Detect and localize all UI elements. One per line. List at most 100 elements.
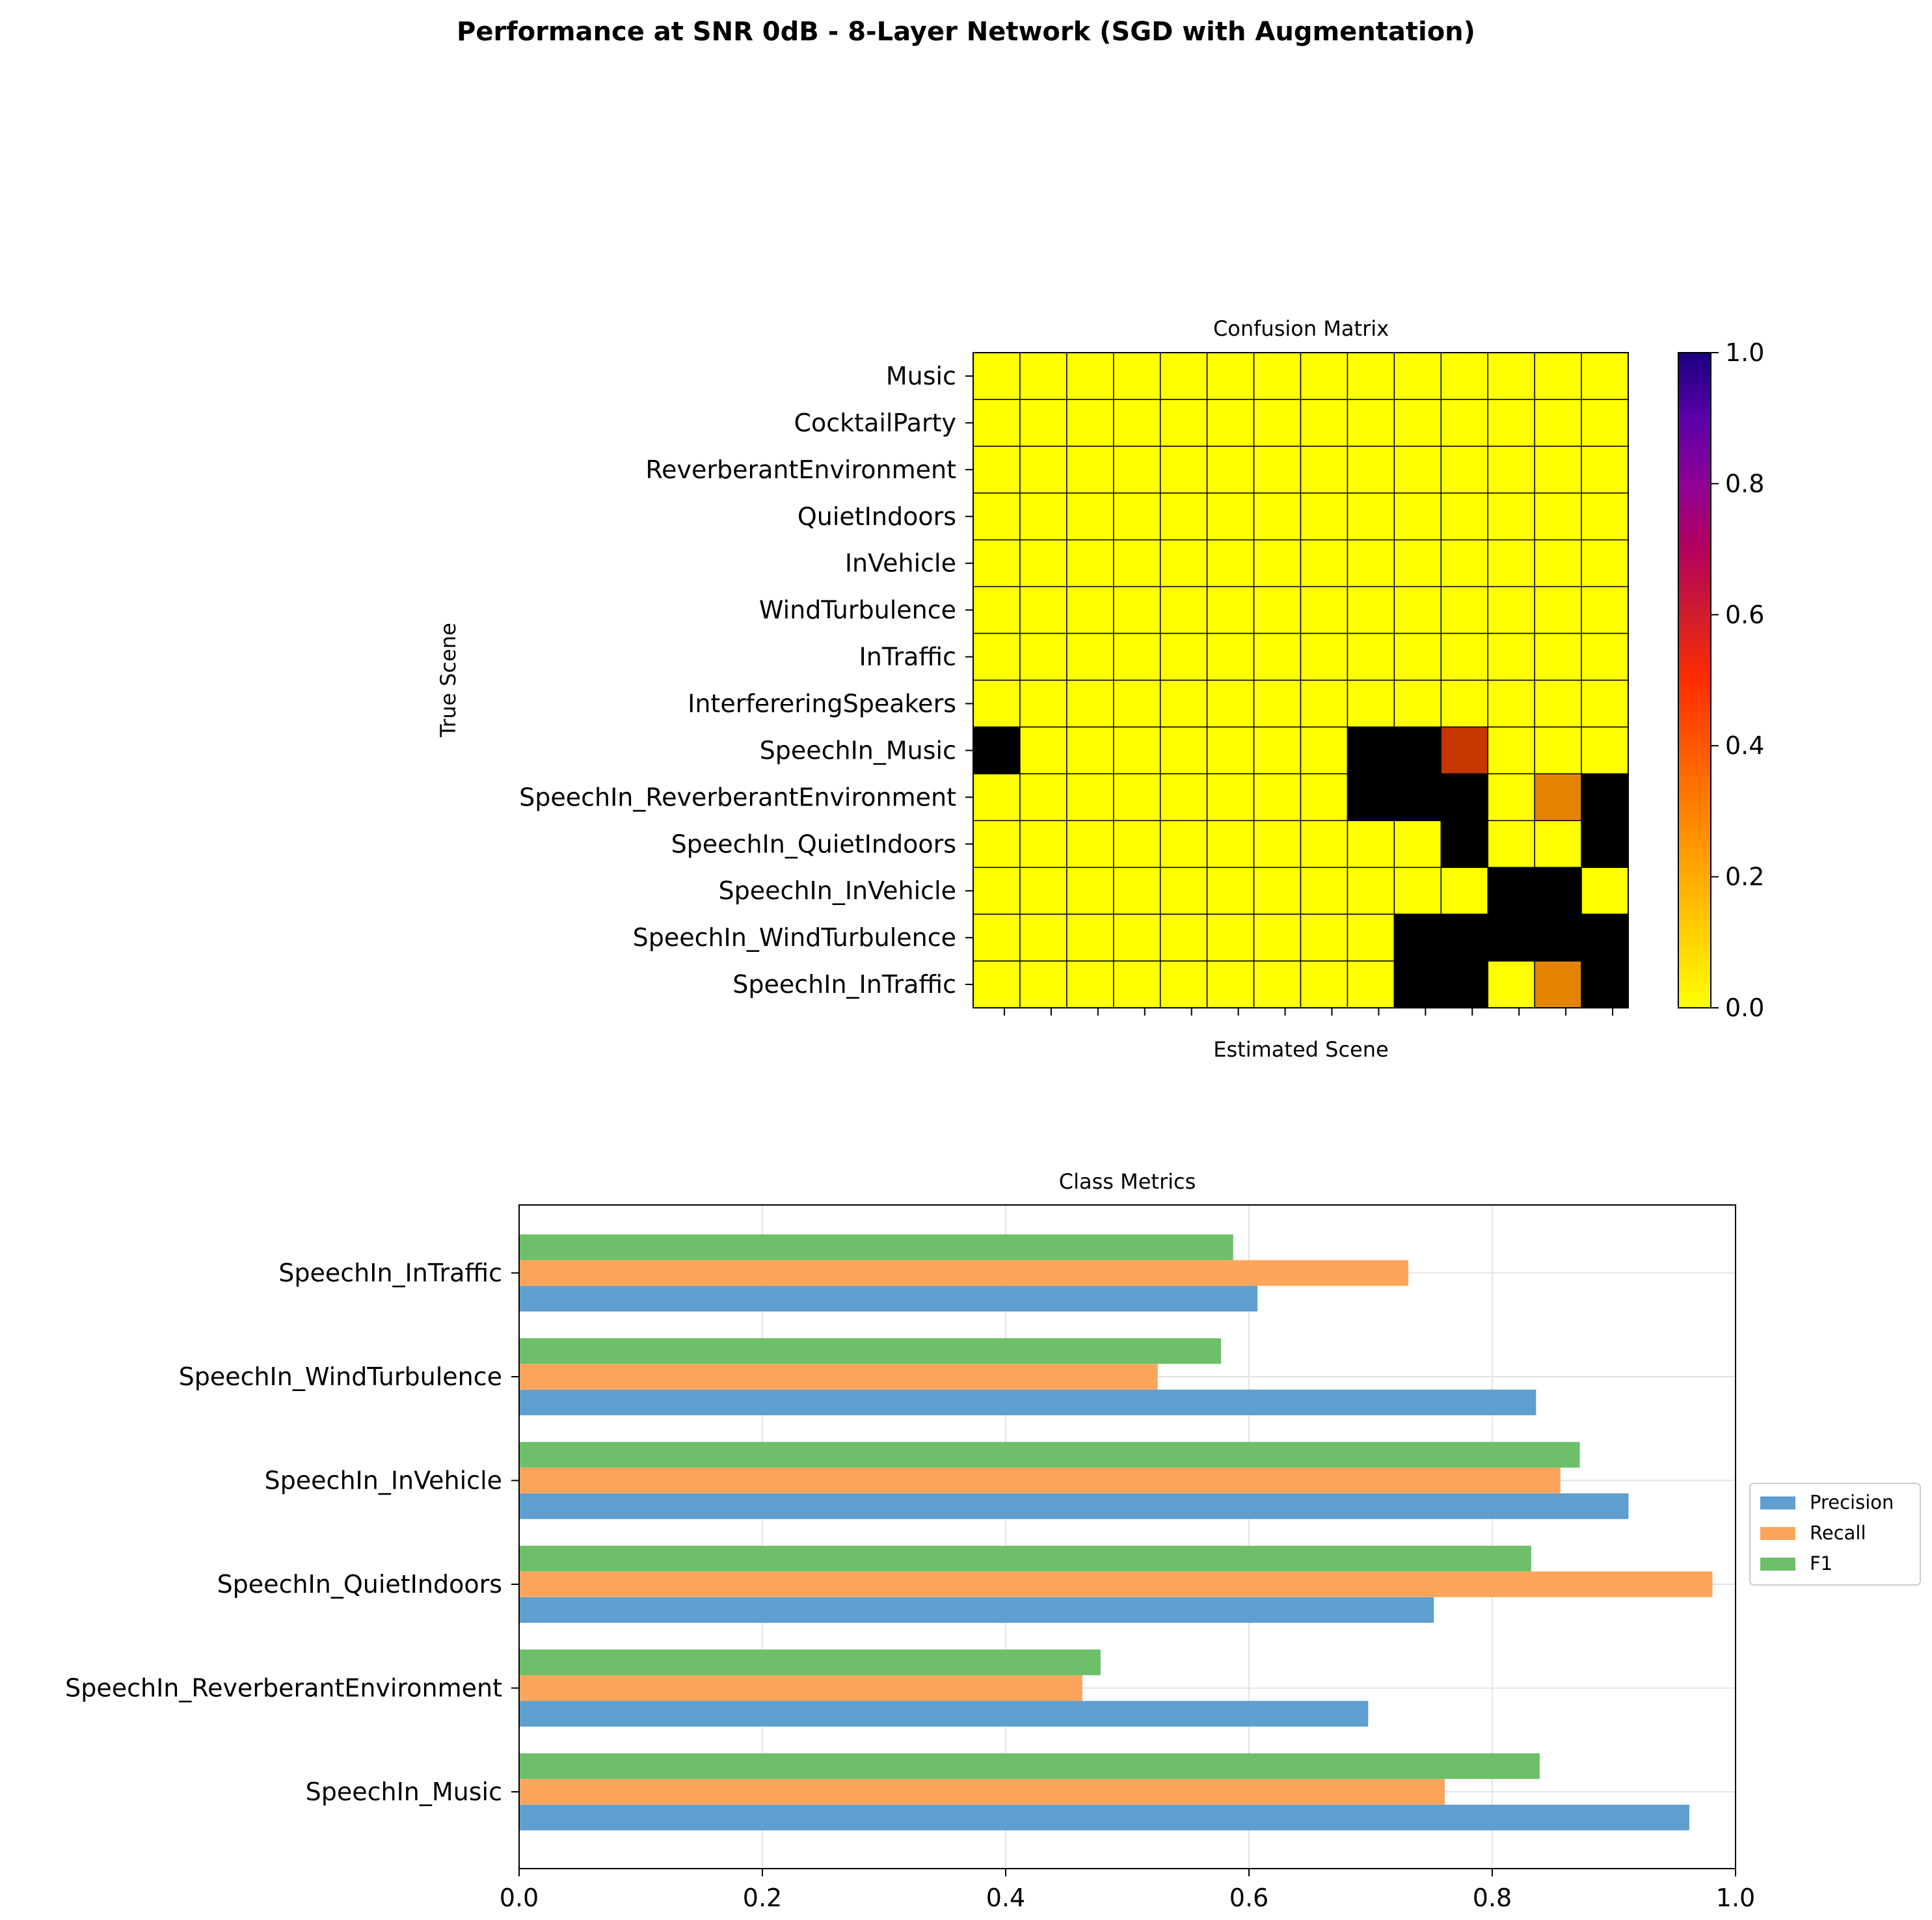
heatmap-cell bbox=[1206, 867, 1255, 915]
row-tick-label: QuietIndoors bbox=[798, 502, 956, 531]
heatmap-cell bbox=[1393, 960, 1442, 1008]
heatmap-cell bbox=[1300, 399, 1348, 447]
bar-recall bbox=[519, 1260, 1408, 1286]
heatmap-cell bbox=[973, 493, 1021, 541]
heatmap-cell bbox=[1393, 913, 1442, 962]
bar-f1 bbox=[519, 1234, 1233, 1260]
heatmap-cell bbox=[1019, 773, 1067, 822]
heatmap-cell bbox=[1066, 493, 1114, 541]
heatmap-cell bbox=[1019, 632, 1067, 681]
heatmap-cell bbox=[1159, 726, 1208, 775]
heatmap-cell bbox=[973, 352, 1021, 400]
heatmap-cell bbox=[1206, 539, 1255, 588]
heatmap-cell bbox=[973, 586, 1021, 634]
heatmap-cell bbox=[973, 679, 1021, 728]
row-tick-label: Music bbox=[886, 362, 956, 390]
heatmap-cell bbox=[1440, 446, 1488, 494]
heatmap-cell bbox=[973, 539, 1021, 588]
heatmap-cell bbox=[1253, 867, 1302, 915]
colorbar-tick-label: 0.4 bbox=[1725, 731, 1764, 760]
heatmap-cell bbox=[1581, 773, 1629, 822]
confusion-matrix-frame bbox=[973, 352, 1629, 1008]
heatmap-cell bbox=[1487, 867, 1535, 915]
bar-recall bbox=[519, 1675, 1082, 1701]
heatmap-cell bbox=[1440, 913, 1488, 962]
heatmap-cell bbox=[1019, 539, 1067, 588]
heatmap-cell bbox=[1440, 632, 1488, 681]
heatmap-cell bbox=[1534, 539, 1582, 588]
heatmap-cell bbox=[1487, 960, 1535, 1008]
heatmap-cell bbox=[1440, 399, 1488, 447]
heatmap-cell bbox=[1066, 913, 1114, 962]
heatmap-cell bbox=[1113, 446, 1161, 494]
heatmap-cell bbox=[1440, 586, 1488, 634]
heatmap-cell bbox=[1300, 632, 1348, 681]
class-metrics-x-ticks: 0.0 0.2 0.4 0.6 0.8 1.0 bbox=[500, 1869, 1755, 1912]
heatmap-cell bbox=[1393, 867, 1442, 915]
bar-precision bbox=[519, 1597, 1434, 1623]
heatmap-cell bbox=[1393, 446, 1442, 494]
heatmap-cell bbox=[1534, 586, 1582, 634]
heatmap-cell bbox=[973, 399, 1021, 447]
category-tick-label: SpeechIn_InTraffic bbox=[278, 1259, 502, 1288]
heatmap-cell bbox=[1487, 539, 1535, 588]
heatmap-cell bbox=[1581, 960, 1629, 1008]
bar-precision bbox=[519, 1493, 1629, 1519]
heatmap-cell bbox=[1019, 867, 1067, 915]
heatmap-cell bbox=[1347, 586, 1395, 634]
heatmap-cell bbox=[1206, 820, 1255, 868]
class-metrics-legend: Precision Recall F1 bbox=[1749, 1483, 1921, 1586]
bar-precision bbox=[519, 1389, 1536, 1416]
heatmap-cell bbox=[1487, 820, 1535, 868]
heatmap-cell bbox=[1253, 539, 1302, 588]
heatmap-cell bbox=[1113, 352, 1161, 400]
confusion-matrix-x-ticks bbox=[1003, 1008, 1614, 1016]
heatmap-cell bbox=[1534, 867, 1582, 915]
heatmap-cell bbox=[1206, 679, 1255, 728]
heatmap-cell bbox=[1347, 820, 1395, 868]
heatmap-cell bbox=[1440, 960, 1488, 1008]
heatmap-cell bbox=[1113, 913, 1161, 962]
heatmap-cell bbox=[1534, 632, 1582, 681]
heatmap-cell bbox=[1113, 773, 1161, 822]
heatmap-cell bbox=[1113, 867, 1161, 915]
heatmap-cell bbox=[1019, 913, 1067, 962]
category-tick-label: SpeechIn_Music bbox=[306, 1778, 502, 1806]
heatmap-cell bbox=[1159, 586, 1208, 634]
colorbar-tick-label: 0.6 bbox=[1725, 601, 1764, 629]
bar-precision bbox=[519, 1804, 1689, 1831]
class-metrics-bars bbox=[519, 1234, 1713, 1831]
heatmap-cell bbox=[973, 773, 1021, 822]
heatmap-cell bbox=[1581, 352, 1629, 400]
heatmap-cell bbox=[973, 913, 1021, 962]
heatmap-cell bbox=[1206, 960, 1255, 1008]
heatmap-cell bbox=[1581, 399, 1629, 447]
heatmap-cell bbox=[1066, 726, 1114, 775]
heatmap-cell bbox=[973, 820, 1021, 868]
confusion-matrix-cells bbox=[973, 352, 1629, 1008]
row-tick-label: InTraffic bbox=[859, 643, 956, 671]
heatmap-cell bbox=[1581, 820, 1629, 868]
confusion-matrix-title: Confusion Matrix bbox=[1213, 316, 1389, 341]
heatmap-cell bbox=[1253, 446, 1302, 494]
heatmap-cell bbox=[1113, 820, 1161, 868]
heatmap-cell bbox=[1159, 352, 1208, 400]
heatmap-cell bbox=[1206, 632, 1255, 681]
heatmap-cell bbox=[1581, 586, 1629, 634]
colorbar-tick-label: 0.0 bbox=[1725, 994, 1764, 1022]
heatmap-cell bbox=[1581, 726, 1629, 775]
heatmap-cell bbox=[1487, 632, 1535, 681]
heatmap-cell bbox=[1534, 679, 1582, 728]
heatmap-cell bbox=[973, 632, 1021, 681]
colorbar-tick-label: 1.0 bbox=[1725, 338, 1764, 367]
heatmap-cell bbox=[1393, 352, 1442, 400]
heatmap-cell bbox=[1019, 399, 1067, 447]
heatmap-cell bbox=[1581, 913, 1629, 962]
x-tick-label: 0.0 bbox=[500, 1884, 539, 1912]
heatmap-cell bbox=[1440, 726, 1488, 775]
heatmap-cell bbox=[1440, 820, 1488, 868]
heatmap-cell bbox=[1440, 539, 1488, 588]
heatmap-cell bbox=[1581, 632, 1629, 681]
heatmap-cell bbox=[1300, 679, 1348, 728]
